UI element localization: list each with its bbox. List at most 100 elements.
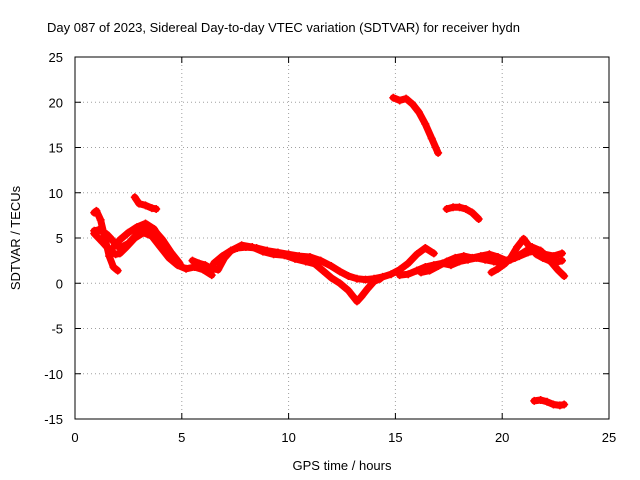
data-point — [209, 259, 218, 268]
data-point — [468, 208, 477, 217]
data-point — [109, 243, 118, 252]
data-point — [538, 253, 547, 262]
data-point — [111, 250, 120, 259]
series-track-13 — [487, 234, 567, 277]
x-tick-label: 20 — [495, 430, 509, 445]
axis-ticks — [74, 56, 610, 420]
data-point — [96, 215, 105, 224]
data-point — [468, 253, 477, 262]
data-point — [175, 261, 184, 270]
series-track-9 — [389, 93, 443, 157]
chart-title: Day 087 of 2023, Sidereal Day-to-day VTE… — [47, 20, 520, 35]
y-tick-label: 5 — [56, 231, 63, 246]
data-point — [258, 247, 267, 256]
data-point — [417, 268, 426, 277]
series-track-8 — [301, 255, 385, 306]
series-track-10 — [442, 203, 483, 223]
data-point — [395, 271, 404, 280]
data-point — [442, 257, 451, 266]
x-tick-label: 0 — [71, 430, 78, 445]
data-point — [109, 262, 118, 271]
data-point — [218, 252, 227, 261]
x-axis-label: GPS time / hours — [293, 458, 392, 473]
data-point — [124, 228, 133, 237]
data-point — [402, 94, 411, 103]
data-point — [115, 235, 124, 244]
series-line — [302, 256, 384, 305]
data-point — [194, 259, 203, 268]
data-point — [100, 234, 109, 242]
data-point — [352, 274, 361, 283]
data-point — [182, 264, 191, 273]
data-point — [361, 275, 370, 284]
data-point — [167, 252, 176, 261]
data-point — [389, 93, 398, 102]
x-tick-label: 10 — [281, 430, 295, 445]
data-point — [421, 243, 430, 252]
data-point — [352, 297, 361, 306]
x-tick-label: 5 — [178, 430, 185, 445]
data-point — [545, 256, 554, 265]
y-tick-label: -5 — [51, 322, 63, 337]
data-point — [485, 250, 494, 259]
y-tick-label: 25 — [49, 50, 63, 65]
data-point — [387, 270, 396, 279]
data-point — [348, 291, 357, 300]
data-point — [434, 262, 443, 271]
x-tick-labels: 0 5 10 15 20 25 — [71, 430, 616, 445]
data-point — [135, 199, 144, 208]
data-point — [130, 193, 139, 202]
data-point — [560, 272, 569, 281]
data-point — [412, 250, 421, 259]
data-point — [500, 260, 509, 269]
data-point — [214, 265, 223, 274]
data-point — [427, 134, 436, 143]
data-point — [158, 238, 167, 247]
data-point — [530, 396, 539, 405]
data-point — [113, 266, 122, 275]
y-tick-label: 20 — [49, 95, 63, 110]
data-point — [376, 274, 385, 283]
data-point — [506, 253, 515, 262]
data-point — [335, 279, 344, 288]
y-tick-label: 15 — [49, 141, 63, 156]
data-point — [558, 256, 567, 265]
data-point — [555, 401, 564, 410]
data-point — [327, 262, 336, 271]
data-point — [318, 266, 327, 275]
data-point — [461, 205, 470, 214]
data-point — [237, 241, 246, 250]
data-point — [395, 96, 404, 105]
data-point — [132, 223, 141, 232]
grid-lines — [75, 57, 609, 419]
data-point — [327, 273, 336, 282]
data-point — [421, 119, 430, 128]
data-point — [105, 252, 114, 261]
data-point — [536, 395, 545, 404]
data-point — [92, 206, 101, 215]
y-tick-labels: -15 -10 -5 0 5 10 15 20 25 — [44, 50, 63, 427]
series-track-3 — [90, 206, 122, 275]
data-point — [152, 205, 161, 214]
data-point — [207, 264, 216, 273]
data-point — [513, 243, 522, 252]
data-point — [519, 234, 528, 243]
data-point — [476, 252, 485, 261]
data-point — [226, 246, 235, 255]
series-track-5 — [109, 219, 184, 270]
data-point — [188, 256, 197, 265]
data-point — [248, 243, 257, 252]
y-axis-label: SDTVAR / TECUs — [8, 185, 23, 290]
data-point — [549, 400, 558, 409]
data-point — [310, 259, 319, 268]
y-tick-label: 0 — [56, 276, 63, 291]
data-point — [404, 270, 413, 279]
y-tick-label: -10 — [44, 367, 63, 382]
data-point — [141, 201, 150, 210]
data-point — [493, 253, 502, 262]
data-point — [553, 265, 562, 274]
series-track-7 — [209, 241, 321, 269]
data-point — [344, 286, 353, 295]
x-tick-label: 25 — [602, 430, 616, 445]
